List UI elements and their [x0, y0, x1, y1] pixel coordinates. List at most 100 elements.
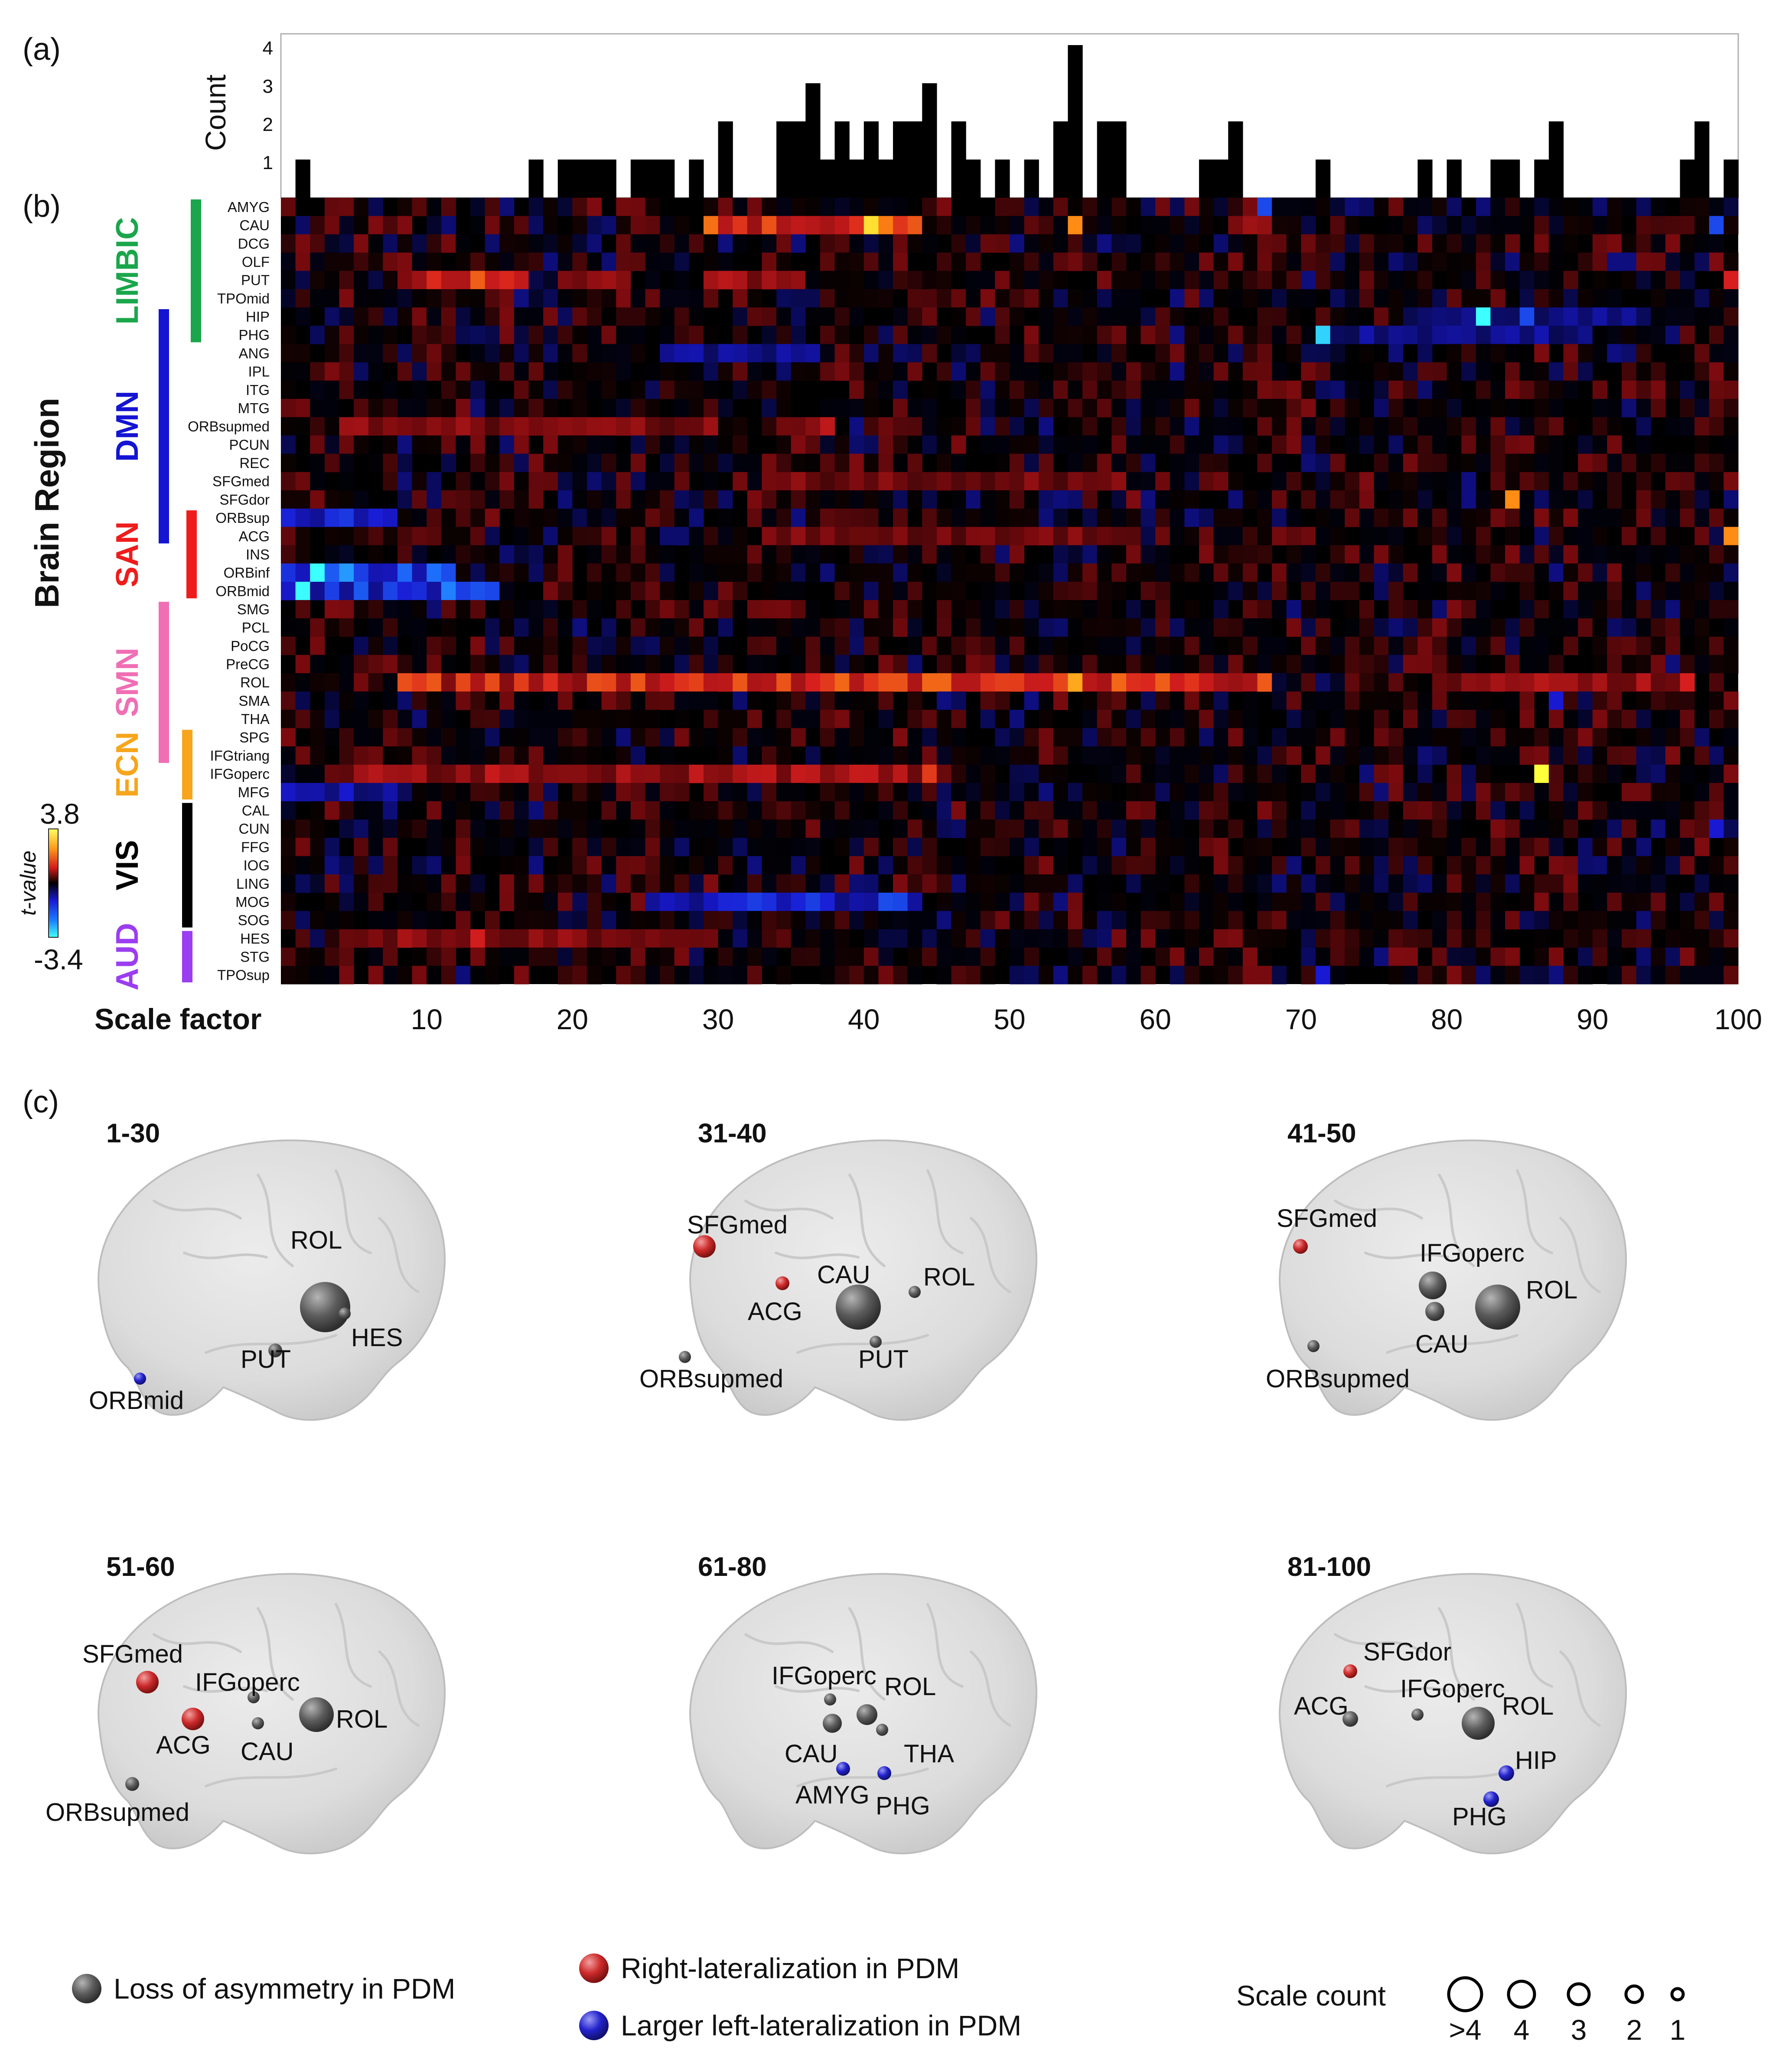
- heatmap-cell: [1316, 728, 1331, 747]
- heatmap-cell: [733, 234, 748, 253]
- heatmap-cell: [1359, 893, 1374, 911]
- heatmap-cell: [1607, 965, 1622, 985]
- heatmap-cell: [368, 271, 383, 290]
- heatmap-cell: [412, 490, 427, 509]
- heatmap-cell: [383, 527, 398, 546]
- heatmap-cell: [1578, 307, 1593, 326]
- heatmap-cell: [660, 764, 675, 783]
- heatmap-cell: [383, 326, 398, 344]
- heatmap-cell: [1680, 399, 1695, 417]
- heatmap-cell: [1111, 911, 1127, 929]
- heatmap-cell: [762, 728, 777, 747]
- heatmap-cell: [718, 710, 733, 728]
- heatmap-cell: [1316, 893, 1331, 911]
- heatmap-cell: [1024, 435, 1039, 454]
- heatmap-cell: [1432, 801, 1447, 820]
- row-label: SMG: [237, 601, 270, 617]
- heatmap-cell: [1636, 399, 1651, 417]
- heatmap-cell: [1199, 198, 1214, 216]
- heatmap-cell: [1563, 216, 1578, 235]
- heatmap-cell: [645, 600, 660, 619]
- heatmap-cell: [1272, 527, 1287, 546]
- heatmap-cell: [1213, 838, 1228, 857]
- heatmap-cell: [1680, 545, 1695, 564]
- heatmap-cell: [1388, 856, 1404, 875]
- heatmap-cell: [689, 453, 704, 473]
- heatmap-cell: [528, 490, 544, 509]
- heatmap-cell: [1053, 691, 1068, 710]
- heatmap-cell: [1505, 435, 1520, 454]
- heatmap-cell: [1330, 252, 1345, 271]
- row-label: ITG: [246, 382, 270, 398]
- heatmap-cell: [951, 545, 966, 564]
- heatmap-cell: [1563, 289, 1578, 308]
- heatmap-cell: [485, 947, 500, 966]
- heatmap-cell: [514, 965, 529, 985]
- heatmap-cell: [427, 326, 442, 344]
- heatmap-cell: [747, 618, 762, 637]
- heatmap-cell: [310, 874, 325, 893]
- heatmap-cell: [1417, 344, 1433, 363]
- heatmap-cell: [1184, 710, 1199, 728]
- heatmap-cell: [762, 783, 777, 802]
- heatmap-cell: [1388, 600, 1404, 619]
- heatmap-cell: [1505, 801, 1520, 820]
- heatmap-cell: [674, 509, 689, 527]
- heatmap-cell: [485, 746, 500, 765]
- heatmap-cell: [1592, 636, 1607, 655]
- brain-gyrus: [1364, 1252, 1449, 1259]
- heatmap-cell: [1417, 271, 1433, 290]
- heatmap-cell: [1534, 326, 1549, 344]
- heatmap-cell: [310, 764, 325, 783]
- heatmap-cell: [922, 545, 937, 564]
- heatmap-cell: [1082, 710, 1098, 728]
- heatmap-cell: [1403, 947, 1418, 966]
- heatmap-cell: [980, 362, 995, 381]
- heatmap-cell: [601, 655, 616, 674]
- heatmap-cell: [674, 216, 689, 235]
- heatmap-cell: [1155, 417, 1170, 436]
- heatmap-cell: [1432, 746, 1447, 765]
- heatmap-cell: [470, 874, 485, 893]
- heatmap-cell: [1024, 362, 1039, 381]
- heatmap-cell: [1242, 326, 1258, 344]
- heatmap-cell: [1126, 655, 1141, 674]
- heatmap-cell: [1432, 673, 1447, 692]
- heatmap-cell: [1330, 362, 1345, 381]
- heatmap-cell: [849, 710, 864, 728]
- heatmap-cell: [1170, 417, 1185, 436]
- heatmap-cell: [893, 509, 908, 527]
- heatmap-cell: [528, 252, 544, 271]
- left-legend-text: Larger left-lateralization in PDM: [621, 2009, 1021, 2041]
- heatmap-cell: [1126, 198, 1141, 216]
- heatmap-cell: [1213, 380, 1228, 399]
- heatmap-cell: [354, 893, 369, 911]
- heatmap-cell: [1665, 838, 1681, 857]
- heatmap-cell: [1010, 746, 1025, 765]
- heatmap-cell: [1388, 362, 1404, 381]
- heatmap-cell: [499, 801, 515, 820]
- heatmap-cell: [1039, 289, 1054, 308]
- heatmap-cell: [1447, 636, 1462, 655]
- heatmap-cell: [834, 893, 850, 911]
- histogram-bar: [893, 121, 908, 198]
- heatmap-cell: [485, 783, 500, 802]
- heatmap-cell: [936, 856, 952, 875]
- heatmap-cell: [995, 911, 1010, 929]
- heatmap-cell: [499, 307, 515, 326]
- heatmap-cell: [733, 472, 748, 491]
- region-marker: [909, 1286, 921, 1298]
- heatmap-cell: [834, 600, 850, 619]
- heatmap-cell: [1724, 490, 1739, 509]
- heatmap-cell: [1490, 965, 1505, 985]
- heatmap-cell: [1680, 600, 1695, 619]
- heatmap-cell: [660, 783, 675, 802]
- network-bars: [159, 199, 201, 982]
- heatmap-cell: [703, 271, 719, 290]
- heatmap-cell: [703, 399, 719, 417]
- heatmap-cell: [922, 581, 937, 600]
- heatmap-cell: [1665, 289, 1681, 308]
- heatmap-cell: [1607, 344, 1622, 363]
- heatmap-cell: [368, 655, 383, 674]
- heatmap-cell: [747, 764, 762, 783]
